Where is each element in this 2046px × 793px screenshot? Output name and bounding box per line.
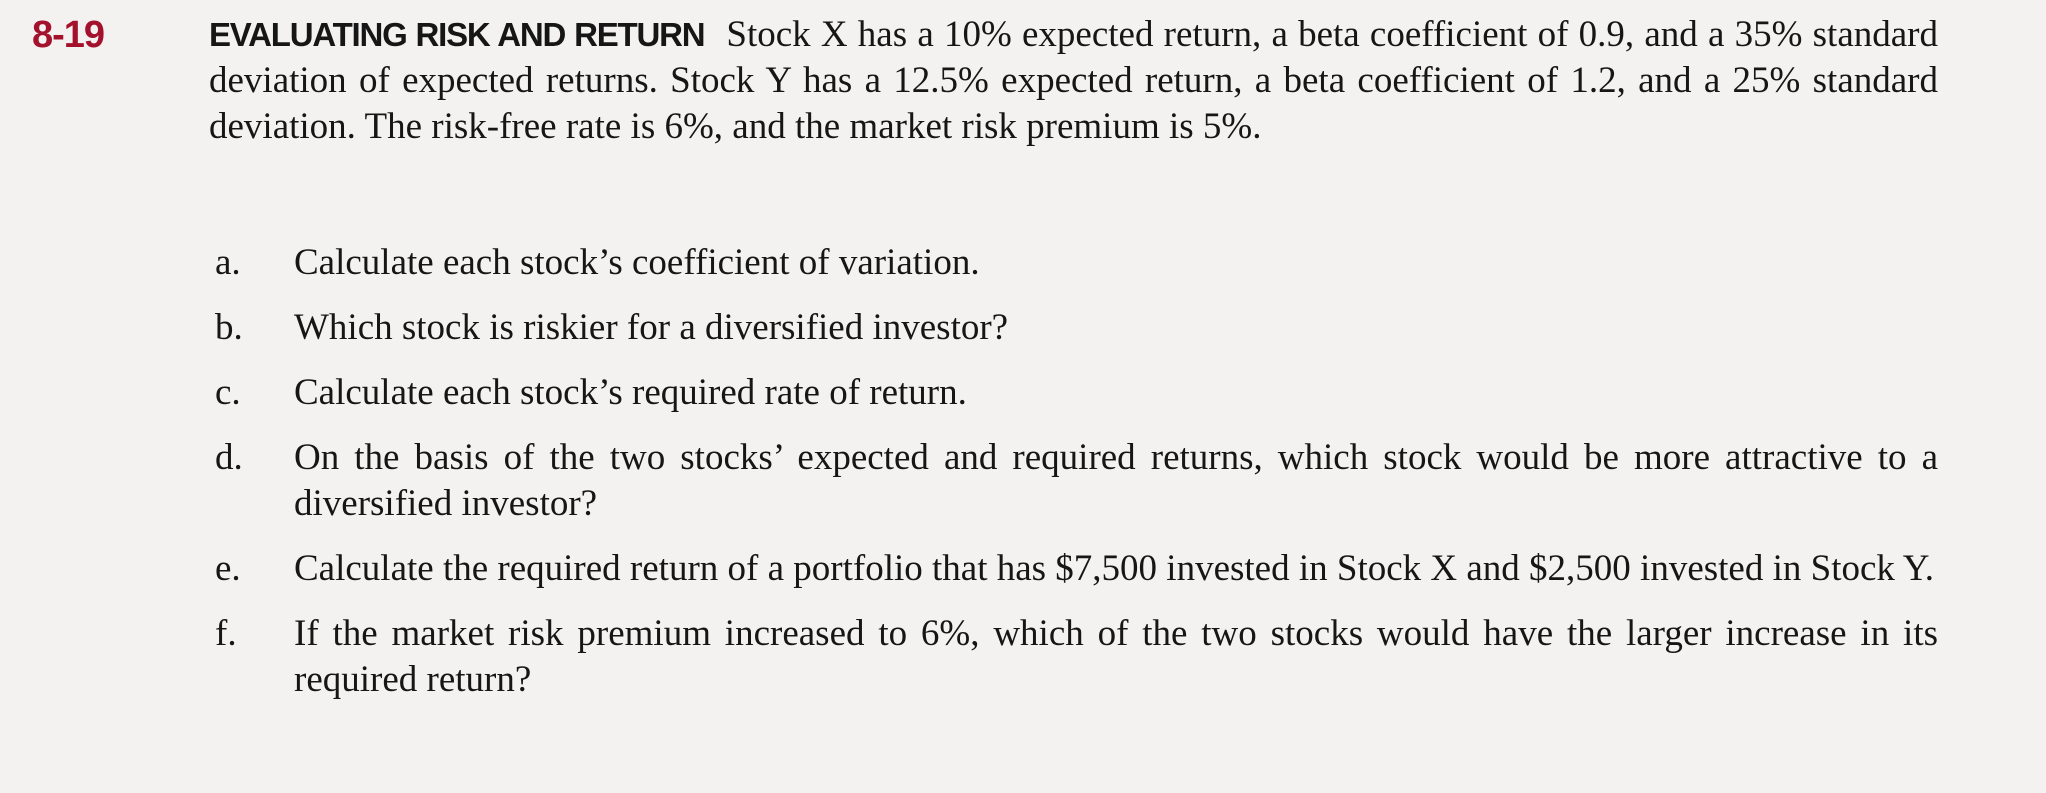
question-label: a. <box>215 242 241 283</box>
question-text: Which stock is riskier for a diversified… <box>294 307 1009 348</box>
question-label: d. <box>215 437 243 478</box>
question-text: If the market risk premium increased to … <box>294 613 1938 700</box>
problem-number: 8-19 <box>32 14 105 56</box>
question-label: e. <box>215 548 241 589</box>
problem-heading: EVALUATING RISK AND RETURN <box>209 16 706 53</box>
question-item: d. On the basis of the two stocks’ expect… <box>209 435 1938 527</box>
problem-text: Stock X has a 10% expected return, a bet… <box>209 14 1939 147</box>
question-list: a. Calculate each stock’s coefficient of … <box>209 240 1938 722</box>
question-item: b. Which stock is riskier for a diversifi… <box>209 305 1938 351</box>
question-item: e. Calculate the required return of a por… <box>209 546 1938 592</box>
question-label: c. <box>215 372 241 413</box>
question-item: a. Calculate each stock’s coefficient of … <box>209 240 1938 286</box>
question-text: Calculate each stock’s required rate of … <box>294 372 967 413</box>
question-item: c. Calculate each stock’s required rate o… <box>209 370 1938 416</box>
question-label: f. <box>215 613 237 654</box>
question-text: On the basis of the two stocks’ expected… <box>294 437 1938 524</box>
question-text: Calculate each stock’s coefficient of va… <box>294 242 980 283</box>
problem-intro: EVALUATING RISK AND RETURN Stock X has a … <box>209 12 1938 150</box>
question-label: b. <box>215 307 243 348</box>
question-text: Calculate the required return of a portf… <box>294 548 1934 589</box>
question-item: f. If the market risk premium increased t… <box>209 611 1938 703</box>
